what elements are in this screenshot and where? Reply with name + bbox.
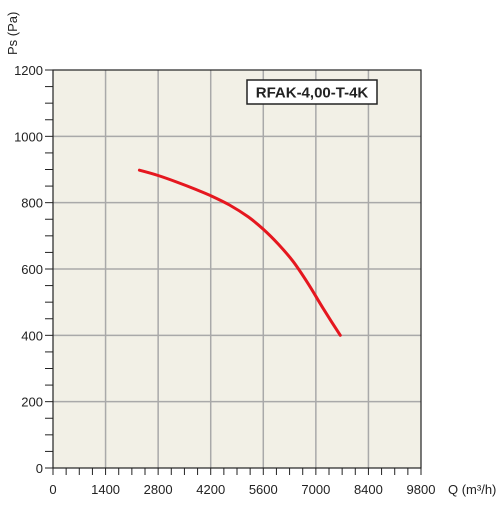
y-tick-label: 1000 — [14, 129, 43, 144]
x-tick-label: 5600 — [249, 482, 278, 497]
x-tick-label: 7000 — [301, 482, 330, 497]
y-tick-label: 400 — [21, 328, 43, 343]
y-tick-label: 600 — [21, 262, 43, 277]
x-tick-label: 9800 — [407, 482, 436, 497]
y-axis-label: Ps (Pa) — [5, 12, 20, 55]
x-tick-label: 1400 — [91, 482, 120, 497]
grid — [53, 70, 421, 468]
x-tick-label: 0 — [49, 482, 56, 497]
x-tick-label: 4200 — [196, 482, 225, 497]
y-tick-label: 0 — [36, 461, 43, 476]
axes — [45, 69, 422, 475]
x-tick-label: 2800 — [144, 482, 173, 497]
model-label-box: RFAK-4,00-T-4K — [246, 79, 378, 105]
model-label: RFAK-4,00-T-4K — [256, 85, 369, 102]
x-axis-label: Q (m³/h) — [448, 482, 496, 497]
fan-performance-curve — [137, 168, 342, 337]
y-tick-label: 1200 — [14, 63, 43, 78]
tick-labels: 0 1400 2800 4200 5600 7000 8400 9800 0 200 400 600 8… — [14, 63, 435, 497]
y-tick-label: 800 — [21, 196, 43, 211]
x-tick-label: 8400 — [354, 482, 383, 497]
y-tick-label: 200 — [21, 395, 43, 410]
